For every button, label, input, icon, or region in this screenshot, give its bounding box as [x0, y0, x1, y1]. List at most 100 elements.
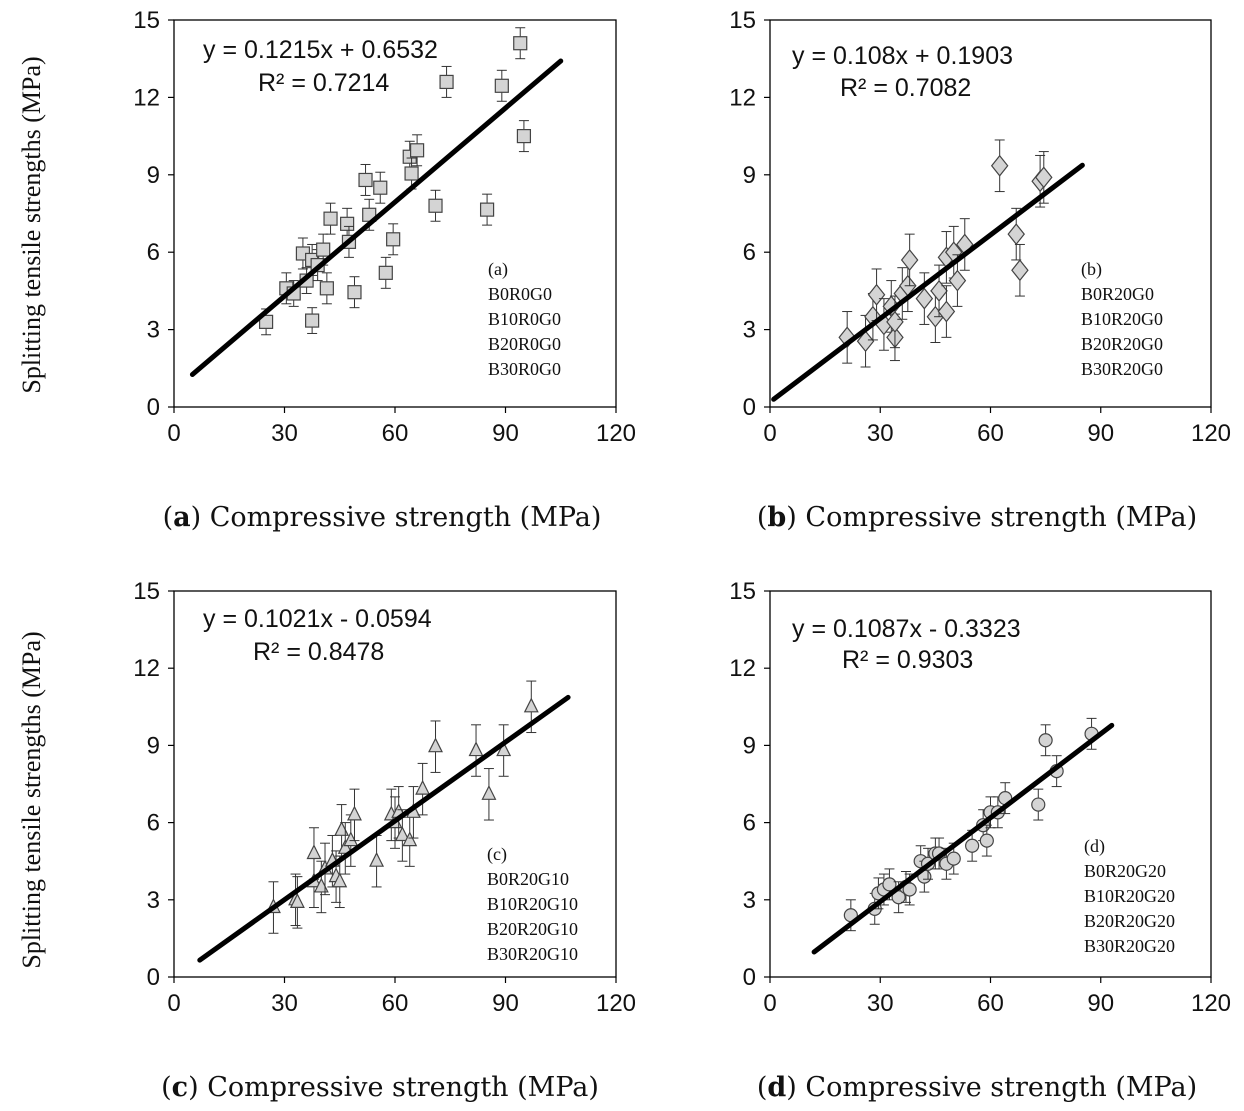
legend-entry: B30R20G0 [1081, 359, 1163, 379]
data-point [1031, 797, 1046, 812]
r-squared: R² = 0.7082 [840, 74, 971, 102]
panel-letter: b [767, 502, 786, 533]
x-tick-label: 60 [977, 990, 1004, 1017]
legend-panel-label: (d) [1084, 836, 1105, 857]
y-tick-label: 12 [133, 84, 160, 111]
legend-entry: B10R0G0 [488, 309, 561, 329]
data-point [902, 882, 917, 897]
trend-line [197, 694, 571, 963]
data-point [882, 877, 897, 892]
y-tick-label: 15 [133, 578, 160, 605]
y-tick-label: 3 [743, 887, 756, 914]
y-tick-label: 12 [729, 84, 756, 111]
data-point [523, 697, 539, 713]
r-squared: R² = 0.7214 [258, 69, 389, 97]
y-tick-label: 9 [147, 162, 160, 189]
data-point [316, 242, 331, 257]
x-axis-label: Compressive strength (MPa) [805, 1072, 1197, 1103]
y-tick-label: 6 [743, 239, 756, 266]
chart-panel-d: 0 3 6 9 12 15 0 30 60 90 120 y = 0.1087x - 0.3323 R²… [729, 578, 1231, 1103]
data-point [513, 36, 528, 51]
data-point [867, 283, 886, 306]
x-tick-label: 90 [492, 420, 519, 447]
legend-entry: B0R20G10 [487, 869, 569, 889]
data-point [358, 172, 373, 188]
data-point [428, 737, 443, 753]
data-point [415, 779, 431, 795]
data-points [265, 680, 539, 934]
data-point [979, 833, 994, 848]
x-tick-label: 120 [1191, 990, 1231, 1017]
y-tick-label: 6 [147, 239, 160, 266]
x-axis-label: Compressive strength (MPa) [805, 502, 1197, 533]
data-point [428, 198, 443, 213]
data-point [930, 279, 948, 302]
data-point [386, 232, 401, 247]
trend-line [189, 58, 564, 377]
x-tick-label: 60 [977, 420, 1004, 447]
y-tick-label: 12 [133, 655, 160, 682]
data-point [990, 154, 1009, 177]
data-point [439, 74, 454, 90]
y-tick-label: 0 [743, 394, 756, 421]
data-point [965, 838, 980, 853]
data-point [948, 269, 967, 292]
x-tick-label: 120 [596, 420, 636, 447]
legend-panel-label: (b) [1081, 259, 1102, 280]
panel-letter: c [172, 1072, 188, 1103]
data-point [494, 78, 509, 93]
panel-caption: (b) Compressive strength (MPa) [757, 502, 1197, 533]
data-point [394, 826, 410, 842]
y-tick-label: 0 [743, 964, 756, 991]
data-point [1038, 733, 1053, 748]
data-point [340, 216, 355, 231]
legend-entry: B20R20G10 [487, 919, 578, 939]
panel-caption: (c) Compressive strength (MPa) [161, 1072, 599, 1103]
data-point [334, 820, 350, 836]
legend-entry: B20R20G0 [1081, 334, 1163, 354]
data-point [1035, 166, 1053, 189]
y-tick-label: 6 [743, 810, 756, 837]
trend-line [771, 162, 1085, 402]
x-tick-label: 120 [1191, 420, 1231, 447]
legend-entry: B30R20G10 [487, 944, 578, 964]
data-point [937, 300, 956, 323]
data-point [404, 166, 419, 181]
trend-line [811, 722, 1115, 955]
panel-letter: d [767, 1072, 786, 1103]
data-point [306, 844, 322, 860]
x-tick-label: 90 [492, 990, 519, 1017]
data-point [915, 287, 934, 310]
x-tick-label: 60 [382, 420, 409, 447]
x-tick-label: 0 [167, 420, 180, 447]
legend-panel-label: (a) [488, 259, 508, 280]
chart-panel-b: 0 3 6 9 12 15 0 30 60 90 120 y = 0.108x + 0.1903 R² … [729, 7, 1231, 533]
x-tick-label: 0 [167, 990, 180, 1017]
legend-entry: B0R20G20 [1084, 861, 1166, 881]
legend-entry: B30R20G20 [1084, 936, 1175, 956]
legend-entry: B30R0G0 [488, 359, 561, 379]
r-squared: R² = 0.8478 [253, 638, 384, 666]
legend-entry: B10R20G10 [487, 894, 578, 914]
y-tick-label: 6 [147, 810, 160, 837]
x-tick-label: 30 [867, 420, 894, 447]
data-point [258, 314, 274, 329]
data-point [496, 741, 512, 757]
x-tick-label: 30 [867, 990, 894, 1017]
legend-entry: B20R0G0 [488, 334, 561, 354]
chart-panel-c: 0 3 6 9 12 15 0 30 60 90 120 y = 0.1021x - 0.0594 R²… [133, 578, 636, 1103]
y-tick-label: 9 [743, 162, 756, 189]
panel-letter: a [173, 502, 191, 533]
r-squared: R² = 0.9303 [842, 646, 973, 674]
regression-equation: y = 0.108x + 0.1903 [792, 42, 1013, 70]
regression-equation: y = 0.1215x + 0.6532 [203, 36, 438, 64]
y-tick-label: 3 [147, 887, 160, 914]
panel-caption: (d) Compressive strength (MPa) [757, 1072, 1197, 1103]
data-point [347, 805, 362, 821]
data-point [305, 313, 320, 328]
panel-caption: (a) Compressive strength (MPa) [163, 502, 602, 533]
x-axis-label: Compressive strength (MPa) [207, 1072, 599, 1103]
y-tick-label: 9 [743, 732, 756, 759]
x-tick-label: 60 [382, 990, 409, 1017]
